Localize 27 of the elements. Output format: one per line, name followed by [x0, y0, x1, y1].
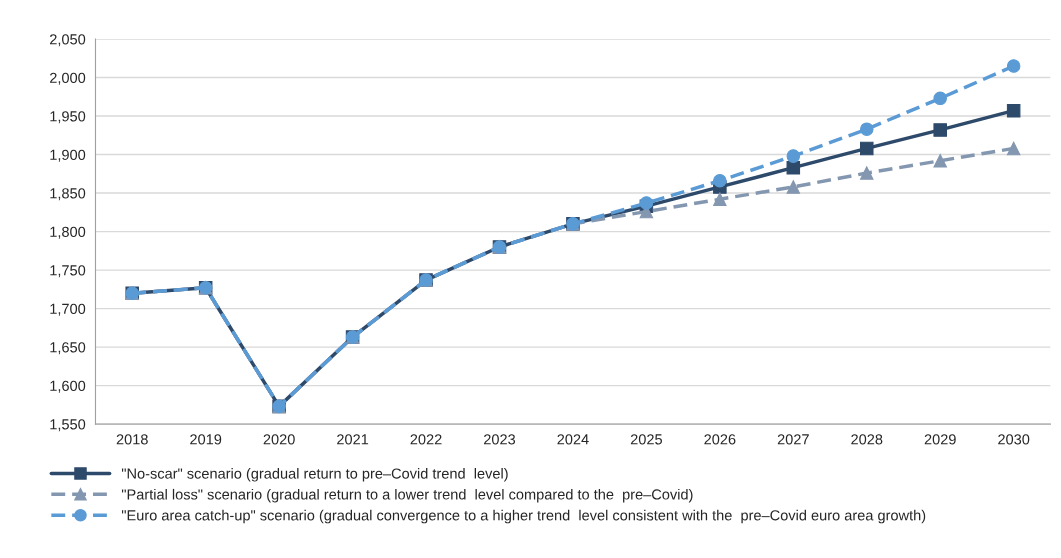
y-tick-label: 1,550 — [50, 419, 86, 432]
y-tick-label: 1,750 — [50, 265, 86, 278]
x-tick-label: 2030 — [998, 434, 1030, 445]
x-tick-label: 2021 — [337, 434, 369, 445]
y-tick-label: 1,950 — [50, 111, 86, 124]
x-tick-label: 2027 — [777, 434, 809, 445]
x-tick-label: 2022 — [410, 434, 442, 445]
legend-label: "No-scar" scenario (gradual return to pre–Covid trend level) — [121, 468, 508, 482]
y-tick-label: 2,000 — [50, 72, 86, 85]
x-tick-label: 2020 — [263, 434, 295, 445]
x-tick-label: 2028 — [851, 434, 883, 445]
legend-label: "Euro area catch-up" scenario (gradual convergence to a higher trend level consistent with the pre–Covid euro area growth) — [121, 509, 926, 524]
x-tick-label: 2025 — [630, 434, 663, 445]
legend-label: "Partial loss" scenario (gradual return to a lower trend level compared to the pre–Covid) — [121, 488, 693, 503]
y-tick-label: 1,800 — [50, 226, 86, 239]
y-tick-label: 1,900 — [50, 149, 86, 162]
x-tick-label: 2029 — [924, 434, 956, 445]
x-tick-label: 2019 — [190, 434, 222, 445]
x-tick-label: 2023 — [484, 434, 516, 445]
x-tick-label: 2024 — [557, 434, 589, 445]
x-tick-label: 2018 — [116, 434, 148, 445]
y-tick-label: 1,850 — [50, 188, 86, 201]
y-tick-label: 2,050 — [50, 34, 86, 47]
x-tick-label: 2026 — [704, 434, 736, 445]
y-tick-label: 1,650 — [50, 342, 86, 355]
y-tick-label: 1,600 — [50, 380, 86, 393]
y-tick-label: 1,700 — [50, 303, 86, 316]
